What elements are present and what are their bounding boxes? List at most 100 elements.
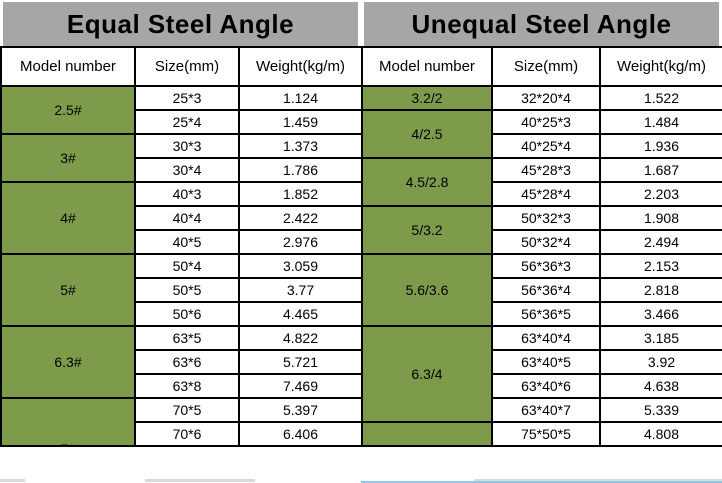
- table-row: 63*8 7.469: [1, 373, 363, 399]
- size-cell: 70*6: [134, 421, 240, 447]
- weight-cell: 1.908: [599, 205, 722, 231]
- weight-cell: 1.484: [599, 109, 722, 135]
- size-cell: 25*3: [134, 85, 240, 111]
- weight-cell: 2.494: [599, 229, 722, 255]
- model-number-cell: 5/3.2: [361, 205, 493, 255]
- unequal-table-grid: Model number Size(mm) Weight(kg/m) 3.2/2…: [361, 46, 722, 447]
- unequal-steel-angle-table: Unequal Steel Angle Model number Size(mm…: [361, 0, 722, 447]
- weight-cell: 1.124: [238, 85, 363, 111]
- table-row: 63*40*6 4.638: [362, 373, 722, 399]
- model-number-cell: 4#: [0, 181, 136, 255]
- model-number-cell: 3#: [0, 133, 136, 183]
- size-cell: 40*5: [134, 229, 240, 255]
- table-row: 3# 30*3 1.373: [0, 133, 363, 183]
- size-cell: 40*3: [134, 181, 240, 207]
- table-row: 5/3.2 50*32*3 1.908: [361, 205, 722, 255]
- weight-cell: 5.339: [599, 397, 722, 423]
- size-cell: 63*40*4: [491, 325, 601, 351]
- size-cell: 70*5: [134, 397, 240, 423]
- weight-cell: 7.469: [238, 373, 363, 399]
- table-row: 5.6/3.6 56*36*3 2.153: [361, 253, 722, 327]
- table-row: 30*4 1.786: [1, 157, 363, 183]
- table-row: 63*6 5.721: [1, 349, 363, 375]
- weight-cell: 6.406: [238, 421, 363, 447]
- size-cell: 32*20*4: [491, 85, 601, 111]
- table-row: 4.5/2.8 45*28*3 1.687: [361, 157, 722, 207]
- weight-cell: 2.818: [599, 277, 722, 303]
- size-cell: 56*36*5: [491, 301, 601, 327]
- size-cell: 40*25*4: [491, 133, 601, 159]
- size-cell: 63*8: [134, 373, 240, 399]
- size-cell: 40*25*3: [491, 109, 601, 135]
- weight-cell: 3.77: [238, 277, 363, 303]
- weight-cell: 2.203: [599, 181, 722, 207]
- size-cell: 45*28*4: [491, 181, 601, 207]
- size-cell: 56*36*4: [491, 277, 601, 303]
- weight-cell: 1.786: [238, 157, 363, 183]
- header-model-number: Model number: [0, 46, 136, 87]
- model-number-cell: 5#: [0, 253, 136, 327]
- header-size: Size(mm): [491, 46, 601, 87]
- weight-cell: 1.936: [599, 133, 722, 159]
- size-cell: 63*5: [134, 325, 240, 351]
- size-cell: 40*4: [134, 205, 240, 231]
- header-model-number: Model number: [361, 46, 493, 87]
- weight-cell: 4.808: [599, 421, 722, 447]
- table-row: 3.2/2 32*20*4 1.522: [361, 85, 722, 111]
- table-row: 50*5 3.77: [1, 277, 363, 303]
- weight-cell: 1.459: [238, 109, 363, 135]
- screenshot-bottom-edge: [0, 478, 722, 483]
- selection-edge-artifact: [361, 481, 722, 483]
- size-cell: 50*32*3: [491, 205, 601, 231]
- weight-cell: 5.397: [238, 397, 363, 423]
- size-cell: 45*28*3: [491, 157, 601, 183]
- size-cell: 63*40*7: [491, 397, 601, 423]
- size-cell: 63*6: [134, 349, 240, 375]
- table-row: 50*6 4.465: [1, 301, 363, 327]
- model-number-cell: 5.6/3.6: [361, 253, 493, 327]
- tables-row: Equal Steel Angle Model number Size(mm) …: [0, 0, 722, 447]
- model-number-cell: 4.5/2.8: [361, 157, 493, 207]
- size-cell: 50*4: [134, 253, 240, 279]
- clipped-model-label: 7#: [3, 442, 133, 444]
- table-row: 7# 70*55.397: [0, 397, 363, 447]
- model-number-cell: 4/2.5: [361, 109, 493, 159]
- table-row: 63*40*7 5.339: [362, 397, 722, 423]
- weight-cell: 1.852: [238, 181, 363, 207]
- size-cell: 25*4: [134, 109, 240, 135]
- table-row: 40*4 2.422: [1, 205, 363, 231]
- size-cell: 30*3: [134, 133, 240, 159]
- weight-cell: 3.92: [599, 349, 722, 375]
- table-row: 5# 50*4 3.059: [0, 253, 363, 327]
- table-row: 25*4 1.459: [1, 109, 363, 135]
- size-cell: 50*6: [134, 301, 240, 327]
- table-row: 4# 40*3 1.852: [0, 181, 363, 255]
- size-cell: 50*5: [134, 277, 240, 303]
- size-cell: 75*50*5: [491, 421, 601, 447]
- weight-cell: 2.976: [238, 229, 363, 255]
- weight-cell: 2.153: [599, 253, 722, 279]
- weight-cell: 4.465: [238, 301, 363, 327]
- weight-cell: 3.185: [599, 325, 722, 351]
- size-cell: 30*4: [134, 157, 240, 183]
- table-row: 6.3/4 63*40*4 3.185: [361, 325, 722, 423]
- weight-cell: 1.522: [599, 85, 722, 111]
- unequal-table-title: Unequal Steel Angle: [364, 2, 719, 46]
- equal-table-title: Equal Steel Angle: [3, 2, 358, 46]
- weight-cell: 3.059: [238, 253, 363, 279]
- model-number-cell: 3.2/2: [361, 85, 493, 111]
- size-cell: 50*32*4: [491, 229, 601, 255]
- table-row: 75*50*5 4.808: [361, 421, 722, 447]
- table-row: 45*28*4 2.203: [362, 181, 722, 207]
- header-row: Model number Size(mm) Weight(kg/m): [361, 46, 722, 87]
- weight-cell: 4.638: [599, 373, 722, 399]
- partial-cell-artifact: [0, 479, 25, 482]
- header-size: Size(mm): [134, 46, 240, 87]
- model-number-cell: 2.5#: [0, 85, 136, 135]
- table-row: 56*36*4 2.818: [362, 277, 722, 303]
- table-row: 2.5# 25*3 1.124: [0, 85, 363, 135]
- equal-table-grid: Model number Size(mm) Weight(kg/m) 2.5# 2…: [0, 46, 363, 447]
- model-number-cell: 6.3/4: [361, 325, 493, 423]
- model-number-cell: 6.3#: [0, 325, 136, 399]
